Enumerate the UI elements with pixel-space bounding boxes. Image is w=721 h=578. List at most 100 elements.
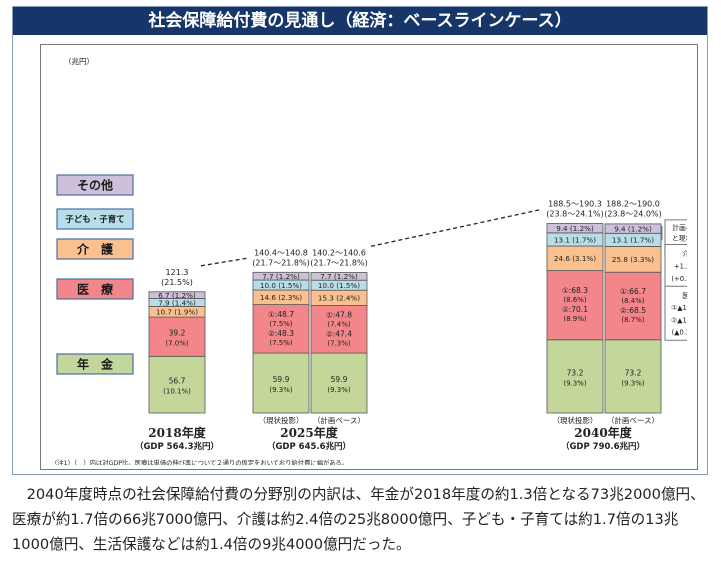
segment-label: ②:70.1 (562, 305, 588, 314)
legend-label: 医 療 (77, 282, 113, 297)
segment-label: 7.7 (1.2%) (320, 272, 358, 281)
segment-pct: (7.3%) (327, 339, 351, 347)
legend-box (56, 208, 134, 230)
segment-pct: (8.9%) (563, 315, 587, 323)
legend-label: 介 護 (76, 242, 114, 257)
bar-segment (148, 291, 206, 299)
segment-label: 73.2 (567, 368, 584, 377)
segment-pct: (9.3%) (621, 379, 645, 387)
annotation-text: 介護 (682, 249, 687, 258)
bar-segment (604, 223, 662, 234)
trend-line (370, 208, 542, 247)
segment-pct: (9.3%) (563, 379, 587, 387)
segment-label: 59.9 (331, 375, 348, 384)
caption-text: 2040年度時点の社会保障給付費の分野別の内訳は、年金が2018年度の約1.3倍… (12, 486, 705, 553)
annotation-text: と現状投影 (672, 234, 687, 243)
segment-pct: (8.7%) (621, 316, 645, 324)
segment-pct: (7.5%) (269, 339, 293, 347)
segment-label: ②:47.4 (326, 329, 352, 338)
segment-pct: (8.4%) (621, 297, 645, 305)
bar-segment (148, 316, 206, 357)
segment-label: ②:48.3 (268, 329, 294, 338)
gdp-label: （GDP 790.6兆円） (561, 441, 645, 452)
bar-sublabel: （現状投影） (259, 415, 304, 425)
bar-total-pct: (21.7～21.8%) (252, 258, 309, 267)
segment-label: ②:68.5 (620, 306, 646, 315)
bar-sublabel: （計画ベース） (607, 415, 659, 425)
segment-pct: (7.4%) (327, 320, 351, 328)
annotation-text: 計画ベース (672, 223, 687, 232)
segment-label: 10.0 (1.5%) (260, 281, 302, 290)
segment-label: ①:48.7 (268, 310, 294, 319)
bar-segment (310, 272, 368, 281)
segment-label: 7.9 (1.4%) (158, 298, 196, 307)
annotation-text: +1.2兆円 (674, 261, 687, 270)
segment-label: 9.4 (1.2%) (556, 224, 594, 233)
unit-label: （兆円） (64, 56, 94, 66)
legend-box (56, 174, 134, 196)
bar-segment (252, 352, 310, 414)
bar-segment (252, 271, 310, 281)
year-label: 2040年度 (574, 425, 632, 440)
segment-label: 10.0 (1.5%) (318, 281, 360, 290)
note-text: （注1）（ ）内は対GDP比。医療は単価の伸び率について２通りの仮定をおいており… (53, 458, 348, 465)
legend-label: その他 (77, 178, 113, 193)
bar-segment (546, 223, 604, 234)
bar-segment (252, 304, 310, 354)
bar-total: 140.2～140.6 (312, 248, 366, 257)
bar-segment (546, 339, 604, 414)
segment-label: 15.3 (2.4%) (318, 294, 360, 303)
segment-pct: (7.5%) (269, 320, 293, 328)
bar-segment (546, 270, 604, 341)
bar-sublabel: （現状投影） (553, 415, 598, 425)
annotation-text: 医療 (682, 291, 687, 300)
bar-total-pct: (23.8～24.1%) (546, 210, 603, 219)
annotation-text: ①▲1.6兆円 (671, 303, 687, 312)
annotation-text: (+0.2%pt) (671, 275, 687, 283)
segment-pct: (8.6%) (563, 296, 587, 304)
bar-segment (604, 271, 662, 341)
bar-segment (546, 245, 604, 272)
year-label: 2018年度 (148, 425, 206, 440)
bar-total: 140.4～140.8 (254, 248, 308, 257)
bar-total: 188.2～190.0 (606, 200, 660, 209)
bar-total: 188.5～190.3 (548, 200, 602, 209)
segment-label: 9.4 (1.2%) (614, 224, 652, 233)
segment-label: 13.1 (1.7%) (554, 235, 596, 244)
bar-total-pct: (21.7～21.8%) (310, 258, 367, 267)
bar-segment (310, 305, 368, 354)
year-label: 2025年度 (280, 425, 338, 440)
chart-frame: 社会保障給付費の見通し（経済：ベースラインケース） （兆円） その他 子ども・子育て… (12, 6, 708, 475)
segment-label: 13.1 (1.7%) (612, 236, 654, 245)
segment-label: 24.6 (3.1%) (554, 254, 596, 263)
bar-sublabel: （計画ベース） (313, 415, 365, 425)
legend-label: 年 金 (77, 357, 114, 372)
chart-title: 社会保障給付費の見通し（経済：ベースラインケース） (148, 11, 572, 31)
segment-label: 6.7 (1.2%) (158, 291, 196, 300)
segment-label: ①:47.8 (326, 310, 352, 319)
bar-segment (604, 245, 662, 273)
bar-segment (148, 355, 206, 414)
bar-segment (310, 352, 368, 414)
annotation-care (664, 243, 687, 287)
segment-label: 73.2 (625, 368, 642, 377)
segment-label: 10.7 (1.9%) (156, 308, 198, 317)
chart-area: （兆円） その他 子ども・子育て介 護医 療年 金 56.7 (10.1%) 39.2 (7… (40, 44, 698, 470)
bar-segment (604, 339, 662, 414)
segment-label: 25.8 (3.3%) (612, 255, 654, 264)
segment-pct: (10.1%) (163, 388, 191, 396)
bar-total-pct: (23.8～24.0%) (604, 210, 661, 219)
segment-label: ①:66.7 (620, 287, 646, 296)
segment-label: 59.9 (273, 375, 290, 384)
annotation-text: (▲0.2%pt) (672, 329, 687, 337)
legend-box (56, 278, 134, 300)
segment-pct: (9.3%) (327, 386, 351, 394)
bar-total: 121.3 (166, 268, 189, 277)
trend-line (200, 257, 248, 267)
segment-label: 14.6 (2.3%) (260, 293, 302, 302)
segment-label: 56.7 (169, 377, 186, 386)
legend-box (56, 238, 134, 260)
annotation-text: ②▲1.6兆円 (671, 315, 687, 324)
annotation-medical (664, 285, 687, 341)
